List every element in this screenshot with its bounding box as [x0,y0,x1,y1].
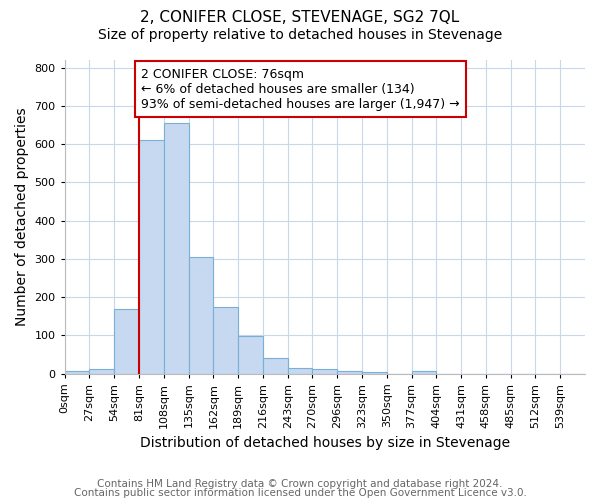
Text: 2, CONIFER CLOSE, STEVENAGE, SG2 7QL: 2, CONIFER CLOSE, STEVENAGE, SG2 7QL [140,10,460,25]
Bar [313,369,337,374]
Bar [287,368,313,374]
Bar [188,257,214,374]
Bar [362,372,387,374]
Bar [337,370,362,374]
Text: Size of property relative to detached houses in Stevenage: Size of property relative to detached ho… [98,28,502,42]
X-axis label: Distribution of detached houses by size in Stevenage: Distribution of detached houses by size … [140,436,510,450]
Bar [263,358,287,374]
Y-axis label: Number of detached properties: Number of detached properties [15,108,29,326]
Text: 2 CONIFER CLOSE: 76sqm
← 6% of detached houses are smaller (134)
93% of semi-det: 2 CONIFER CLOSE: 76sqm ← 6% of detached … [141,68,460,110]
Text: Contains public sector information licensed under the Open Government Licence v3: Contains public sector information licen… [74,488,526,498]
Bar [214,306,238,374]
Bar [65,370,89,374]
Bar [89,368,114,374]
Bar [412,372,436,374]
Bar [164,123,188,374]
Bar [238,336,263,374]
Bar [139,140,164,374]
Text: Contains HM Land Registry data © Crown copyright and database right 2024.: Contains HM Land Registry data © Crown c… [97,479,503,489]
Bar [114,308,139,374]
